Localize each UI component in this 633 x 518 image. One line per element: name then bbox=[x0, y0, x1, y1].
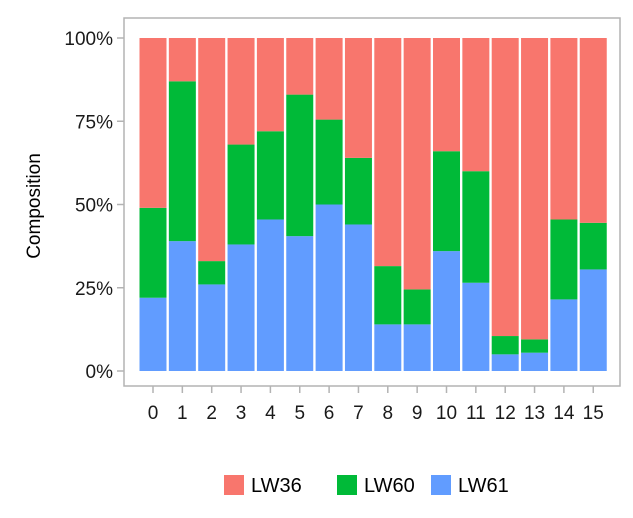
bar-lw36-10 bbox=[433, 38, 460, 152]
x-tick-label: 6 bbox=[324, 403, 335, 424]
x-tick-label: 15 bbox=[583, 403, 604, 424]
y-tick-label: 25% bbox=[75, 279, 113, 300]
bar-lw60-8 bbox=[374, 266, 402, 325]
bar-lw60-11 bbox=[462, 171, 490, 283]
bar-lw60-1 bbox=[168, 81, 196, 242]
bar-lw61-12 bbox=[491, 354, 519, 371]
bar-lw60-6 bbox=[315, 119, 343, 205]
bar-lw60-15 bbox=[579, 222, 607, 270]
x-tick-label: 7 bbox=[353, 403, 364, 424]
x-tick-label: 13 bbox=[524, 403, 545, 424]
bar-lw60-9 bbox=[403, 289, 431, 325]
y-tick-label: 0% bbox=[86, 362, 114, 383]
bar-lw61-14 bbox=[550, 299, 578, 371]
bar-lw60-3 bbox=[227, 144, 255, 245]
x-tick-label: 9 bbox=[412, 403, 423, 424]
bar-lw36-9 bbox=[403, 38, 431, 290]
bar-lw36-8 bbox=[374, 38, 402, 267]
bar-lw60-0 bbox=[139, 207, 167, 298]
bar-lw60-14 bbox=[550, 219, 578, 300]
bar-lw61-0 bbox=[139, 297, 167, 371]
bar-lw61-9 bbox=[403, 324, 431, 371]
x-tick-label: 14 bbox=[553, 403, 575, 424]
bar-lw61-8 bbox=[374, 324, 402, 371]
bar-lw60-7 bbox=[344, 157, 372, 225]
bar-lw61-15 bbox=[579, 269, 607, 371]
y-tick-label: 100% bbox=[64, 29, 113, 50]
x-tick-label: 5 bbox=[294, 403, 305, 424]
legend-label-lw60: LW60 bbox=[364, 475, 415, 497]
bar-lw61-3 bbox=[227, 244, 255, 371]
bar-lw60-5 bbox=[286, 94, 314, 237]
bar-lw61-5 bbox=[286, 236, 314, 371]
legend-key-lw60 bbox=[337, 475, 357, 495]
bar-lw60-12 bbox=[491, 336, 519, 355]
y-tick-label: 50% bbox=[75, 196, 113, 217]
bars-group bbox=[139, 38, 607, 371]
x-tick-label: 1 bbox=[177, 403, 188, 424]
x-tick-label: 2 bbox=[206, 403, 217, 424]
legend-key-lw61 bbox=[431, 475, 451, 495]
bar-lw36-3 bbox=[227, 38, 255, 145]
bar-lw36-1 bbox=[168, 38, 196, 82]
bar-lw36-0 bbox=[139, 38, 167, 208]
bar-lw61-1 bbox=[168, 241, 196, 371]
bar-lw60-10 bbox=[433, 151, 460, 252]
legend-label-lw36: LW36 bbox=[251, 475, 302, 497]
x-tick-label: 11 bbox=[466, 403, 486, 424]
bar-lw36-6 bbox=[315, 38, 343, 120]
bar-lw61-4 bbox=[256, 219, 284, 371]
x-tick-label: 4 bbox=[265, 403, 276, 424]
x-tick-label: 12 bbox=[495, 403, 516, 424]
bar-lw36-15 bbox=[579, 38, 607, 223]
bar-lw36-13 bbox=[521, 38, 549, 340]
x-tick-label: 8 bbox=[383, 403, 394, 424]
bar-lw36-4 bbox=[256, 38, 284, 132]
bar-lw60-4 bbox=[256, 131, 284, 220]
bar-lw60-13 bbox=[521, 339, 549, 353]
legend-label-lw61: LW61 bbox=[458, 475, 509, 497]
y-axis-title: Composition bbox=[24, 153, 45, 259]
bar-lw36-12 bbox=[491, 38, 519, 337]
y-axis: 0% 25% 50% 75% 100% bbox=[64, 29, 124, 383]
bar-lw61-13 bbox=[521, 352, 549, 371]
bar-lw36-14 bbox=[550, 38, 578, 220]
bar-lw61-2 bbox=[198, 284, 226, 371]
legend: LW36 LW60 LW61 bbox=[224, 475, 509, 497]
bar-lw36-11 bbox=[462, 38, 490, 172]
bar-lw61-11 bbox=[462, 282, 490, 371]
bar-lw61-10 bbox=[433, 251, 460, 371]
bar-lw36-7 bbox=[344, 38, 372, 158]
y-tick-label: 75% bbox=[75, 112, 113, 133]
bar-lw61-7 bbox=[344, 224, 372, 371]
bar-lw61-6 bbox=[315, 204, 343, 371]
x-tick-label: 10 bbox=[436, 403, 457, 424]
x-axis: 0 1 2 3 4 5 6 7 8 9 10 11 12 13 14 15 bbox=[148, 386, 604, 424]
bar-lw60-2 bbox=[198, 261, 226, 285]
bar-lw36-5 bbox=[286, 38, 314, 95]
x-tick-label: 3 bbox=[236, 403, 247, 424]
x-tick-label: 0 bbox=[148, 403, 159, 424]
bar-lw36-2 bbox=[198, 38, 226, 262]
legend-key-lw36 bbox=[224, 475, 244, 495]
